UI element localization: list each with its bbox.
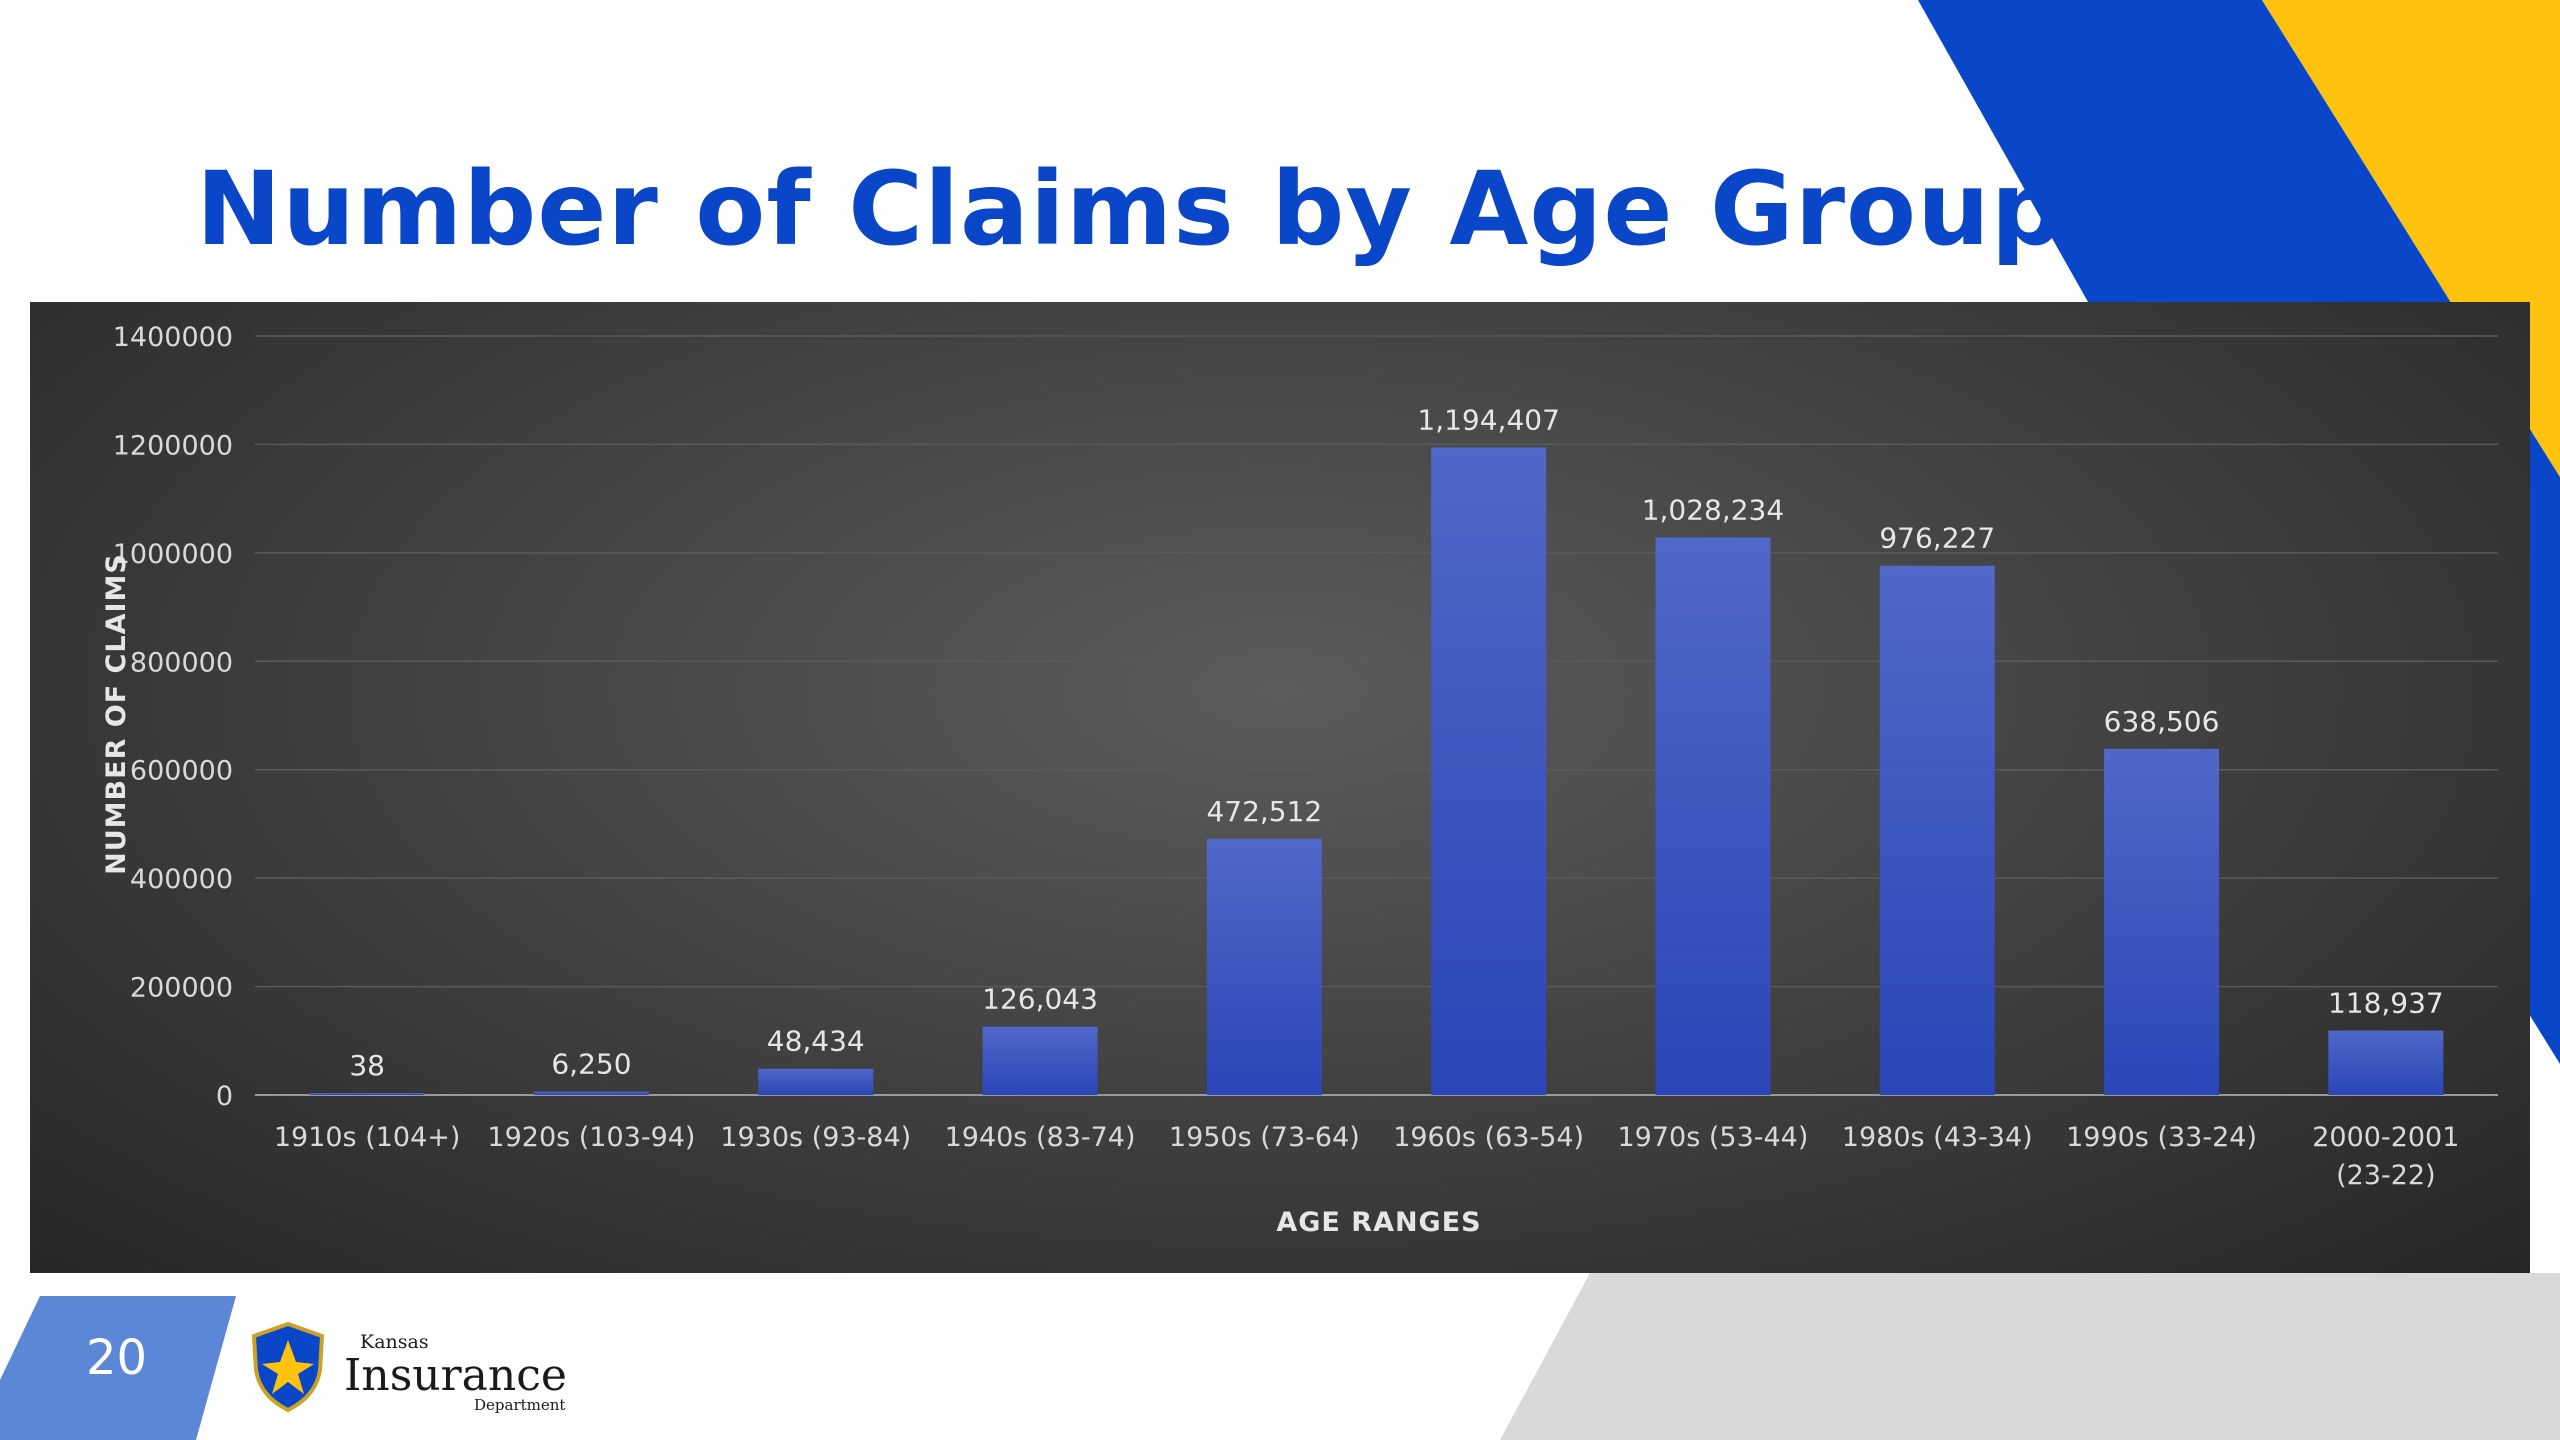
y-axis-title: NUMBER OF CLAIMS xyxy=(101,553,132,875)
data-label: 48,434 xyxy=(767,1025,865,1058)
x-tick-label: 1920s (103-94) xyxy=(487,1122,695,1153)
x-tick-label: 1990s (33-24) xyxy=(2066,1122,2257,1153)
logo-line2: Insurance xyxy=(344,1350,567,1401)
bar-chart: 38 6,250 48,434 126,043 472,512 1,194,407 1,02… xyxy=(101,322,2498,1238)
bar xyxy=(1655,537,1771,1095)
kansas-insurance-logo: Kansas Insurance Department xyxy=(252,1321,567,1414)
bar xyxy=(1206,838,1322,1095)
x-tick-label: 1950s (73-64) xyxy=(1169,1122,1360,1153)
deco-gray-shape xyxy=(1500,1273,2560,1440)
x-tick-label: 1930s (93-84) xyxy=(720,1122,911,1153)
y-tick-label: 400000 xyxy=(130,864,233,895)
data-label: 118,937 xyxy=(2328,987,2444,1020)
x-tick-label: 1910s (104+) xyxy=(274,1122,461,1153)
data-labels: 38 6,250 48,434 126,043 472,512 1,194,407 1,02… xyxy=(349,403,2443,1082)
logo-line3: Department xyxy=(474,1396,565,1414)
x-tick-label: 1970s (53-44) xyxy=(1618,1122,1809,1153)
logo-line1: Kansas xyxy=(360,1331,429,1353)
y-tick-label: 1200000 xyxy=(113,430,233,461)
data-label: 6,250 xyxy=(551,1048,631,1081)
data-label: 126,043 xyxy=(982,983,1098,1016)
data-label: 1,028,234 xyxy=(1642,494,1785,527)
bar xyxy=(982,1026,1098,1095)
chart-panel: 38 6,250 48,434 126,043 472,512 1,194,407 1,02… xyxy=(30,302,2530,1273)
y-tick-label: 200000 xyxy=(130,973,233,1004)
y-tick-label: 1000000 xyxy=(113,539,233,570)
shield-icon xyxy=(252,1321,325,1413)
bars xyxy=(309,447,2444,1095)
y-tick-label: 1400000 xyxy=(113,322,233,353)
deco-page-tab xyxy=(0,1296,236,1440)
y-tick-label: 800000 xyxy=(130,647,233,678)
data-label: 472,512 xyxy=(1206,795,1322,828)
data-label: 1,194,407 xyxy=(1417,403,1560,436)
data-label: 638,506 xyxy=(2104,705,2220,738)
bar xyxy=(1431,447,1547,1095)
data-label: 38 xyxy=(349,1049,385,1082)
bar xyxy=(2328,1030,2444,1095)
slide-title: Number of Claims by Age Group xyxy=(196,150,2065,269)
x-tick-label: 1980s (43-34) xyxy=(1842,1122,2033,1153)
x-tick-label: 2000-2001 xyxy=(2312,1122,2459,1153)
x-axis-title: AGE RANGES xyxy=(1276,1207,1481,1238)
y-tick-label: 600000 xyxy=(130,756,233,787)
x-tick-label: 1940s (83-74) xyxy=(945,1122,1136,1153)
y-tick-label: 0 xyxy=(216,1081,233,1112)
bar xyxy=(309,1093,425,1095)
bar xyxy=(533,1091,649,1095)
bar xyxy=(758,1068,874,1095)
x-axis-ticks: 1910s (104+) 1920s (103-94) 1930s (93-84) 1… xyxy=(274,1122,2460,1191)
x-tick-label: (23-22) xyxy=(2336,1160,2436,1191)
bar xyxy=(2104,748,2220,1095)
page-number: 20 xyxy=(86,1330,148,1386)
bar xyxy=(1879,565,1995,1095)
y-axis-ticks: 0 200000 400000 600000 800000 1000000 1200000 1… xyxy=(113,322,233,1112)
data-label: 976,227 xyxy=(1879,522,1995,555)
x-tick-label: 1960s (63-54) xyxy=(1393,1122,1584,1153)
